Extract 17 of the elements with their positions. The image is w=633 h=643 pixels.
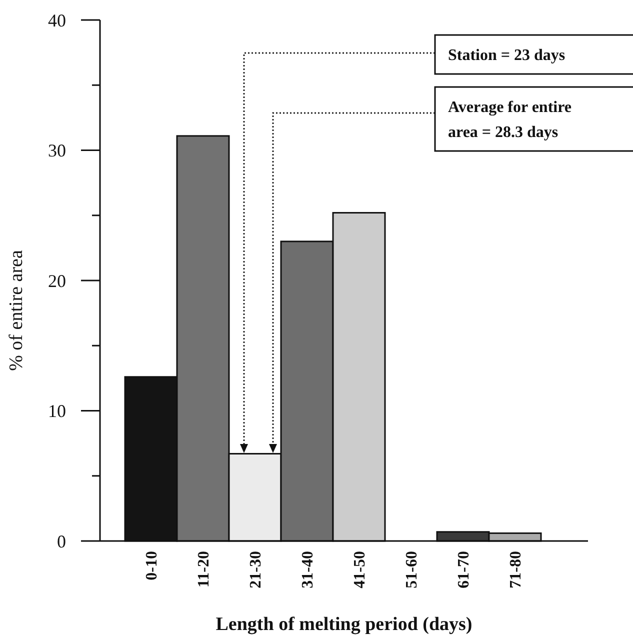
- x-tick-label: 11-20: [196, 551, 213, 588]
- y-tick-label: 40: [48, 10, 66, 30]
- x-tick-label: 41-50: [352, 551, 369, 588]
- y-axis-title: % of entire area: [6, 250, 27, 371]
- x-axis-title: Length of melting period (days): [216, 614, 472, 635]
- x-tick-label: 61-70: [456, 551, 473, 588]
- annotation: Average for entire area = 28.3 days: [448, 99, 572, 141]
- y-tick-label: 0: [57, 531, 66, 552]
- x-tick-label: 21-30: [248, 551, 265, 588]
- y-tick-label: 20: [48, 270, 66, 291]
- annotation: Station = 23 days: [448, 47, 566, 64]
- x-tick-label: 31-40: [300, 551, 317, 588]
- x-tick-label: 71-80: [508, 551, 525, 588]
- y-tick-label: 10: [48, 401, 66, 422]
- y-tick-label: 30: [48, 140, 66, 161]
- x-tick-label: 51-60: [404, 551, 421, 588]
- x-tick-label: 0-10: [144, 551, 161, 580]
